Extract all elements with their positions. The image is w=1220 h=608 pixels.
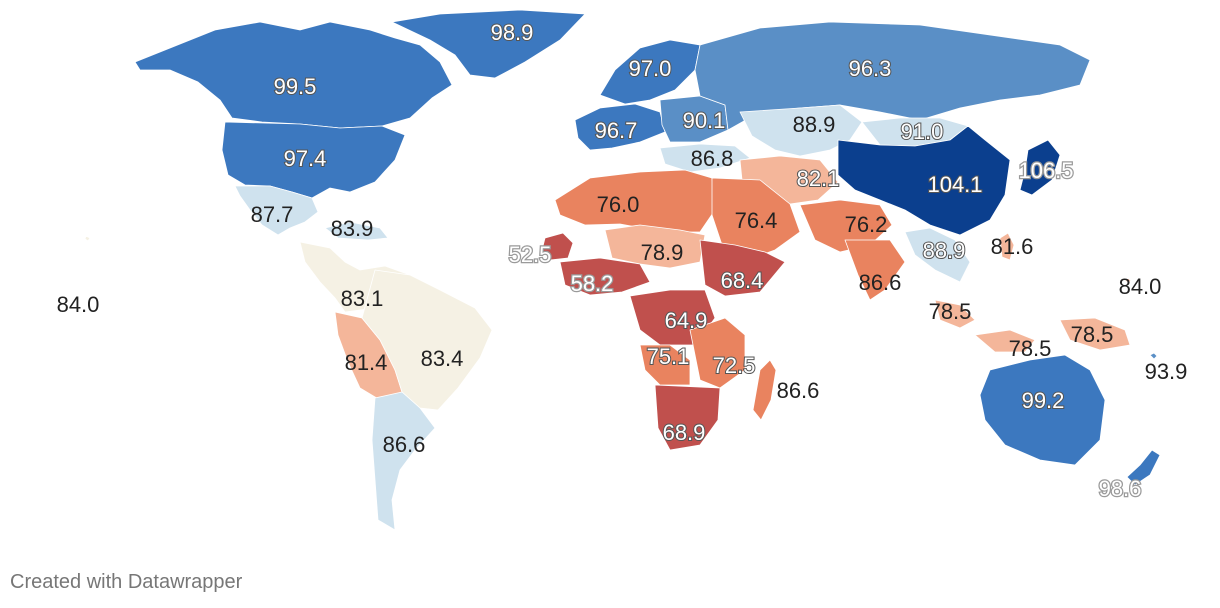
- region-japan[interactable]: [1019, 139, 1061, 196]
- value-label-indonesia-west: 78.5: [929, 299, 972, 324]
- region-australia[interactable]: [979, 354, 1106, 466]
- value-label-greenland: 98.9: [491, 20, 534, 45]
- value-label-horn-of-africa: 68.4: [721, 268, 764, 293]
- value-label-micronesia: 84.0: [1119, 274, 1162, 299]
- value-label-iran: 82.1: [797, 166, 840, 191]
- region-mexico[interactable]: [234, 185, 319, 236]
- value-label-philippines: 81.6: [991, 234, 1034, 259]
- region-southeast-asia[interactable]: [904, 227, 971, 283]
- region-senegal[interactable]: [541, 232, 574, 261]
- value-label-papua-new-guinea: 78.5: [1071, 322, 1114, 347]
- value-label-south-africa: 68.9: [663, 420, 706, 445]
- region-greenland[interactable]: [391, 9, 586, 79]
- value-label-peru-bolivia: 81.4: [345, 350, 388, 375]
- value-label-pacific-islands: 93.9: [1145, 359, 1188, 384]
- region-south-asia[interactable]: [799, 199, 893, 253]
- region-horn-of-africa[interactable]: [699, 239, 786, 297]
- value-label-new-zealand: 98.6: [1099, 476, 1142, 501]
- value-label-south-asia: 76.2: [845, 212, 888, 237]
- value-label-alaska-canada: 99.5: [274, 74, 317, 99]
- value-label-australia: 99.2: [1022, 388, 1065, 413]
- region-madagascar[interactable]: [752, 359, 777, 421]
- value-label-east-africa: 72.5: [713, 353, 756, 378]
- region-sahel[interactable]: [604, 224, 706, 269]
- region-caribbean[interactable]: [324, 221, 389, 241]
- value-label-caribbean: 83.9: [331, 216, 374, 241]
- value-label-eastern-europe: 90.1: [683, 108, 726, 133]
- region-indonesia-west[interactable]: [934, 299, 976, 329]
- value-label-russia: 96.3: [849, 56, 892, 81]
- region-western-europe[interactable]: [574, 103, 666, 151]
- region-brazil[interactable]: [361, 269, 493, 411]
- map-shapes: [84, 9, 1161, 531]
- value-label-mongolia: 91.0: [901, 119, 944, 144]
- region-new-zealand[interactable]: [1126, 449, 1161, 486]
- value-label-brazil: 83.4: [421, 346, 464, 371]
- value-label-argentina: 86.6: [383, 432, 426, 457]
- value-label-sahel: 78.9: [641, 240, 684, 265]
- region-hawaii[interactable]: [84, 235, 91, 242]
- value-label-central-africa: 64.9: [665, 308, 708, 333]
- value-label-china: 104.1: [927, 172, 982, 197]
- region-alaska-canada[interactable]: [134, 21, 453, 129]
- map-labels: 84.0 99.5 98.9 97.4 87.7 83.9 83.1 81.4 83.4 86.6…: [57, 19, 1188, 502]
- region-indonesia-east[interactable]: [974, 329, 1036, 353]
- value-label-west-africa: 58.2: [571, 271, 614, 296]
- value-label-scandinavia: 97.0: [629, 56, 672, 81]
- value-label-western-europe: 96.7: [595, 118, 638, 143]
- value-label-angola: 75.1: [647, 344, 690, 369]
- region-papua-new-guinea[interactable]: [1059, 317, 1131, 351]
- value-label-turkey: 86.8: [691, 146, 734, 171]
- value-label-madagascar: 86.6: [777, 378, 820, 403]
- region-turkey[interactable]: [659, 143, 751, 173]
- value-label-kazakhstan: 88.9: [793, 112, 836, 137]
- region-argentina[interactable]: [371, 391, 436, 531]
- region-west-africa[interactable]: [559, 257, 651, 296]
- region-south-africa[interactable]: [654, 384, 721, 451]
- value-label-india: 86.6: [859, 270, 902, 295]
- value-label-north-africa: 76.0: [597, 192, 640, 217]
- value-label-senegal: 52.5: [509, 242, 552, 267]
- value-label-united-states: 97.4: [284, 146, 327, 171]
- region-north-africa[interactable]: [554, 169, 716, 233]
- value-label-indonesia-east: 78.5: [1009, 336, 1052, 361]
- region-micronesia[interactable]: [1124, 277, 1132, 284]
- value-label-japan: 106.5: [1018, 158, 1073, 183]
- region-pacific-islands[interactable]: [1149, 352, 1158, 360]
- region-china[interactable]: [837, 125, 1011, 236]
- value-label-mexico: 87.7: [251, 202, 294, 227]
- region-angola[interactable]: [639, 344, 691, 386]
- world-choropleth-map: 84.0 99.5 98.9 97.4 87.7 83.9 83.1 81.4 83.4 86.6…: [57, 9, 1188, 531]
- value-label-central-america-colombia: 83.1: [341, 286, 384, 311]
- datawrapper-credit[interactable]: Created with Datawrapper: [10, 571, 243, 593]
- value-label-hawaii: 84.0: [57, 292, 100, 317]
- region-india[interactable]: [844, 239, 906, 301]
- region-philippines[interactable]: [999, 232, 1015, 261]
- region-united-states[interactable]: [221, 121, 406, 199]
- value-label-southeast-asia: 88.9: [923, 238, 966, 263]
- value-label-arabia: 76.4: [735, 208, 778, 233]
- region-russia[interactable]: [694, 21, 1091, 131]
- region-east-africa[interactable]: [689, 317, 746, 389]
- region-arabia[interactable]: [711, 177, 801, 263]
